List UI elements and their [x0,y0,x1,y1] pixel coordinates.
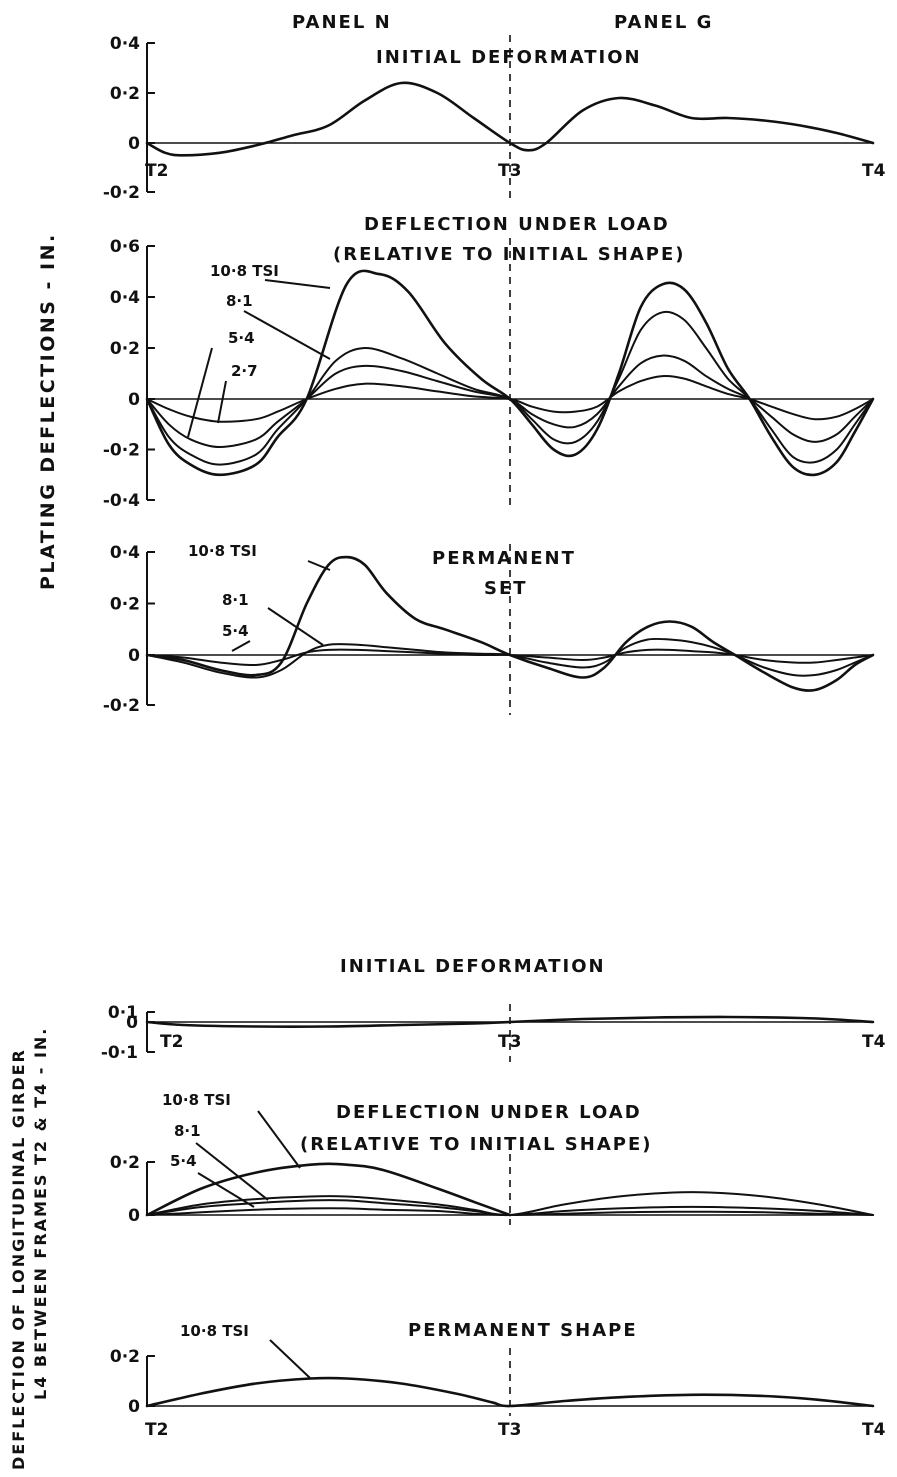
series-label: 8·1 [226,292,253,310]
series-leader-line [267,607,324,646]
y-tick-label: 0·2 [110,84,140,104]
chart-subtitle: (RELATIVE TO INITIAL SHAPE) [333,244,685,265]
y-tick-label: 0 [128,1206,140,1226]
y-tick-label: 0 [128,1397,140,1417]
girder-under-load-chart: DEFLECTION UNDER LOAD (RELATIVE TO INITIA… [110,1091,874,1226]
y-tick-label: -0·4 [103,491,140,511]
series-leader-line [231,640,251,652]
series-leader-line [257,1110,301,1169]
chart-title: PERMANENT SHAPE [408,1320,638,1341]
chart-title: INITIAL DEFORMATION [376,47,642,68]
y-tick-label: 0·1 [108,1003,138,1023]
girder-y-axis-label-line2: L4 BETWEEN FRAMES T2 & T4 - IN. [31,1027,50,1400]
x-category-label: T2 [145,161,168,181]
x-category-label: T2 [145,1420,168,1440]
y-tick-label: 0·2 [110,595,140,615]
plating-under-load-chart: DEFLECTION UNDER LOAD (RELATIVE TO INITIA… [103,214,875,511]
series-label: 10·8 TSI [162,1091,231,1109]
y-tick-label: -0·2 [103,183,140,203]
y-tick-label: -0·2 [103,441,140,461]
y-tick-label: 0·6 [110,237,140,257]
y-tick-label: 0 [128,134,140,154]
y-tick-label: 0·4 [110,34,140,54]
girder-permanent-chart: PERMANENT SHAPE 0·2 0T2 T3 T4 10·8 TSI [110,1320,886,1440]
series-curve-2-7 [146,374,874,423]
series-curve-10-8-tsi [145,1376,875,1408]
chart-title: INITIAL DEFORMATION [340,956,606,977]
series-leader-line [243,310,331,360]
series-curve-10-8-tsi [145,269,875,477]
panel-n-label: PANEL N [292,12,392,33]
y-tick-label: 0·2 [110,1347,140,1367]
series-label: 10·8 TSI [210,262,279,280]
chart-subtitle: SET [484,578,528,599]
series-label: 10·8 TSI [188,542,257,560]
series-leader-line [197,1172,255,1208]
y-tick-label: -0·2 [103,696,140,716]
series-leader-line [217,380,227,424]
series-leader-line [264,279,331,289]
series-label: 8·1 [174,1122,201,1140]
series-curve-line [145,81,875,157]
series-label: 10·8 TSI [180,1322,249,1340]
series-label: 5·4 [170,1152,197,1170]
y-tick-label: -0·1 [101,1043,138,1063]
series-curve-line [145,1015,875,1029]
series-label: 5·4 [228,329,255,347]
x-category-label: T2 [160,1032,183,1052]
y-tick-label: 0·2 [110,339,140,359]
series-label: 5·4 [222,622,249,640]
chart-title: PERMANENT [432,548,576,569]
x-category-label: T4 [862,161,886,181]
x-category-label: T4 [862,1420,886,1440]
chart-title: DEFLECTION UNDER LOAD [336,1102,642,1123]
series-label: 8·1 [222,591,249,609]
x-category-label: T3 [498,1420,521,1440]
y-tick-label: 0 [128,390,140,410]
y-tick-label: 0·4 [110,288,140,308]
series-leader-line [195,1142,269,1201]
panel-g-label: PANEL G [614,12,713,33]
series-leader-line [187,347,213,438]
chart-title: DEFLECTION UNDER LOAD [364,214,670,235]
chart-subtitle: (RELATIVE TO INITIAL SHAPE) [300,1134,652,1155]
series-curve-10-8-tsi [145,555,875,692]
series-leader-line [307,560,331,571]
series-curve-5-4 [146,648,874,667]
girder-y-axis-label-line1: DEFLECTION OF LONGITUDINAL GIRDER [9,1048,28,1470]
series-curve-8-1 [146,310,874,466]
plating-permanent-chart: PERMANENT SET 0·4 0·2 0 -0·2 10·8 TSI 8·1 5·4 [103,542,875,716]
y-tick-label: 0 [126,1013,138,1033]
series-curve-8-1 [146,637,874,679]
x-category-label: T4 [862,1032,886,1052]
girder-initial-chart: INITIAL DEFORMATION 0·10 -0·1 T2 T3 T4 [101,956,886,1063]
y-tick-label: 0 [128,646,140,666]
plating-y-axis-label: PLATING DEFLECTIONS - IN. [37,232,59,590]
y-tick-label: 0·4 [110,543,140,563]
y-tick-label: 0·2 [110,1153,140,1173]
x-category-label: T3 [498,161,521,181]
series-label: 2·7 [231,362,258,380]
series-curve-5-4 [146,1199,874,1216]
series-leader-line [269,1339,311,1379]
x-category-label: T3 [498,1032,521,1052]
series-curve-line [146,1207,874,1216]
series-curve-10-8-tsi [145,1162,512,1217]
series-curve-5-4 [146,354,874,448]
plating-initial-chart: INITIAL DEFORMATION 0·4 0·2 0 -0·2T2 T3 T4 [103,34,886,203]
